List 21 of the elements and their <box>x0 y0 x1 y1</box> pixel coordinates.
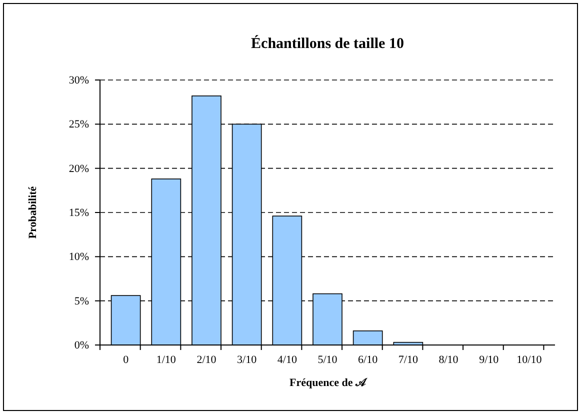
x-tick-label: 8/10 <box>438 354 459 366</box>
y-tick-label: 20% <box>68 162 89 175</box>
x-tick-label: 0 <box>123 354 130 366</box>
y-tick-label: 15% <box>68 207 89 220</box>
y-tick-label: 25% <box>68 118 89 131</box>
x-tick-label: 5/10 <box>318 354 338 366</box>
y-axis-title: Probabilité <box>27 186 39 239</box>
x-axis-title: Fréquence de 𝒜 <box>290 377 368 389</box>
x-tick-label: 6/10 <box>358 354 378 366</box>
y-tick-label: 10% <box>68 251 89 264</box>
x-tick-label: 4/10 <box>277 354 298 366</box>
x-tick-label: 3/10 <box>237 354 258 366</box>
y-tick-label: 0% <box>74 340 89 352</box>
chart-title: Échantillons de taille 10 <box>251 35 404 52</box>
x-tick-label: 9/10 <box>479 354 500 366</box>
x-tick-label: 1/10 <box>156 354 176 366</box>
y-tick-label: 30% <box>68 74 89 87</box>
x-tick-label: 10/10 <box>516 354 542 366</box>
x-tick-label: 7/10 <box>398 354 418 366</box>
y-tick-label: 5% <box>74 295 89 308</box>
x-tick-label: 2/10 <box>196 354 217 366</box>
